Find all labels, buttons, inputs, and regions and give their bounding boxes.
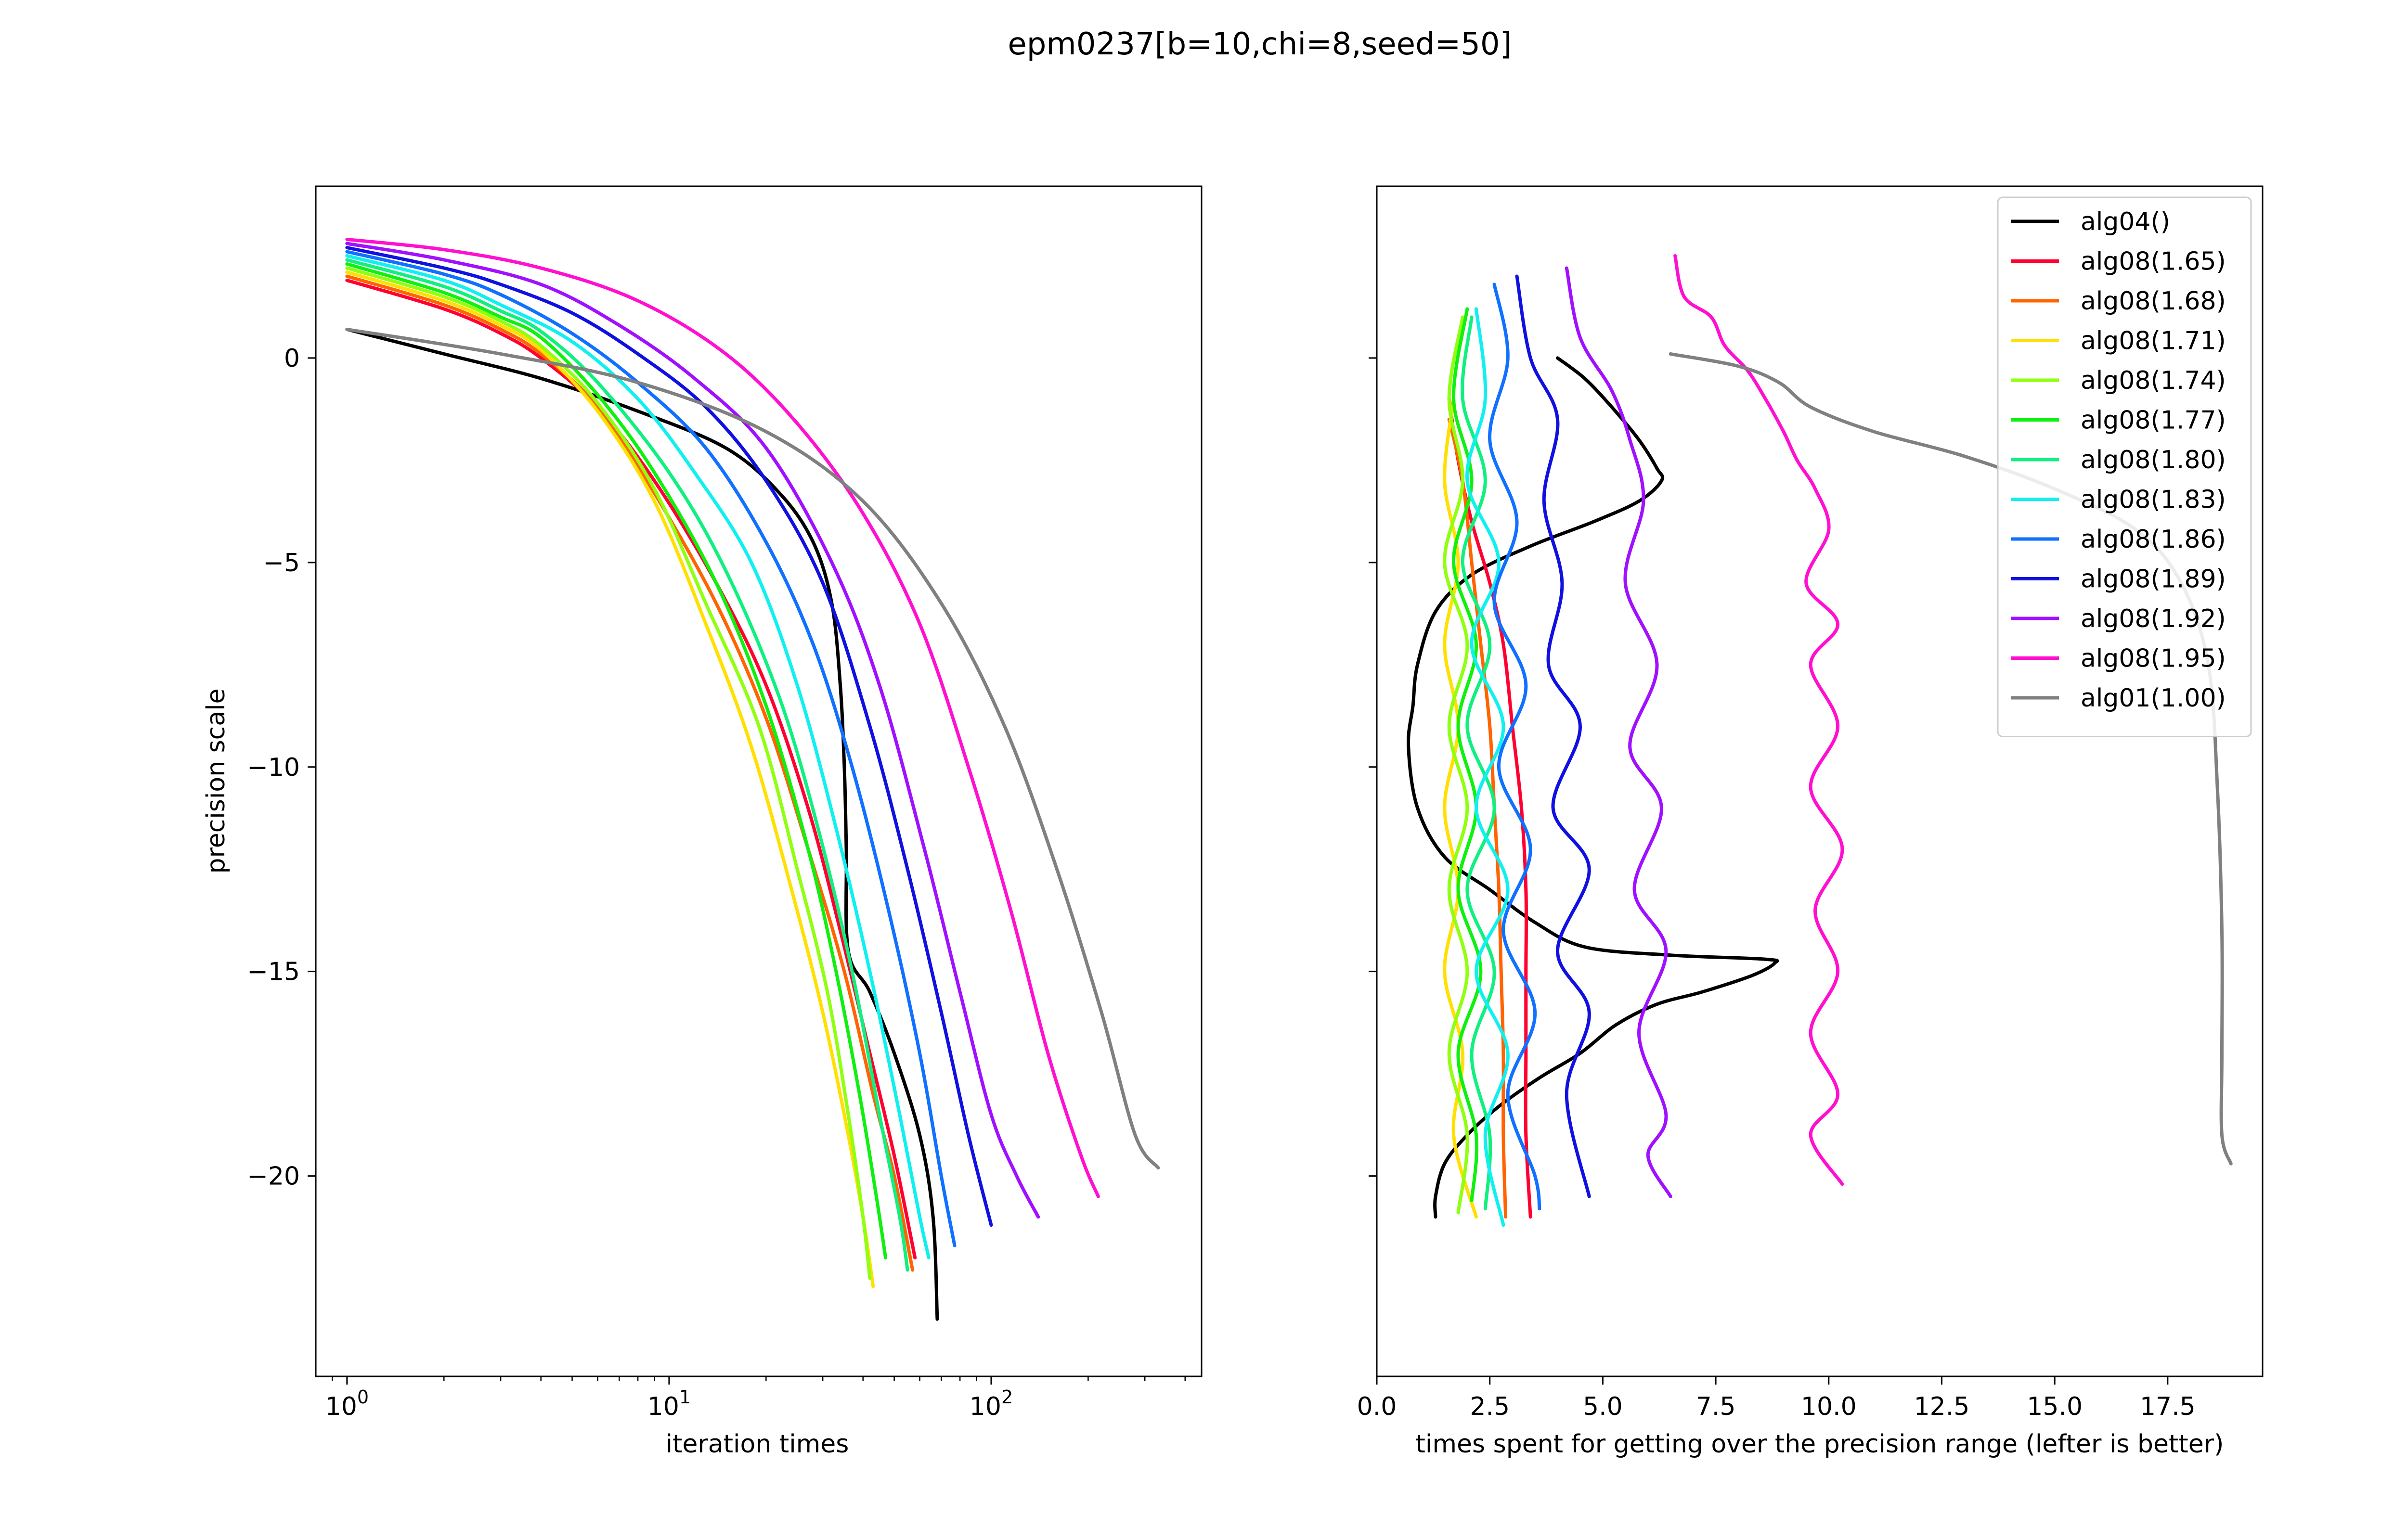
right-series-alg08-1-89 xyxy=(1515,274,1591,1198)
left-x-tick-label: 102 xyxy=(970,1386,1013,1421)
left-x-axis-label: iteration times xyxy=(666,1430,849,1459)
legend-label-alg08-1-86: alg08(1.86) xyxy=(2081,525,2226,554)
left-plot: 0 −5 −10 −15 −20 100 101 102 iteration times p… xyxy=(202,185,1203,1459)
right-y-ticks xyxy=(1369,357,1377,1177)
left-y-tick-label: −15 xyxy=(247,958,300,987)
left-series-alg01-1-00 xyxy=(345,327,1160,1170)
left-axes-frame xyxy=(315,185,1203,1377)
left-x-ticks: 100 101 102 xyxy=(325,1376,1186,1421)
legend-label-alg08-1-80: alg08(1.80) xyxy=(2081,446,2226,475)
left-series-group xyxy=(345,238,1160,1321)
right-x-tick-label: 12.5 xyxy=(1914,1392,1970,1421)
right-x-tick-label: 7.5 xyxy=(1696,1392,1736,1421)
legend-label-alg08-1-83: alg08(1.83) xyxy=(2081,486,2226,514)
legend: alg04() alg08(1.65) alg08(1.68) alg08(1.71)… xyxy=(1997,196,2252,737)
left-series-alg08-1-77 xyxy=(345,262,888,1259)
right-series-alg08-1-77 xyxy=(1452,307,1483,1203)
right-series-alg08-1-92 xyxy=(1565,266,1672,1198)
legend-label-alg08-1-92: alg08(1.92) xyxy=(2081,604,2226,633)
left-series-alg08-1-83 xyxy=(345,254,931,1259)
right-series-group xyxy=(1406,254,2233,1227)
right-axes-frame xyxy=(1376,185,2264,1377)
left-y-tick-label: −5 xyxy=(263,549,300,578)
left-y-tick-label: 0 xyxy=(284,344,300,373)
left-y-axis-label: precision scale xyxy=(202,688,231,873)
left-y-tick-label: −20 xyxy=(247,1162,300,1191)
legend-box xyxy=(1997,196,2252,737)
left-y-tick-label: −10 xyxy=(247,753,300,782)
left-x-tick-label: 101 xyxy=(647,1386,691,1421)
left-series-alg08-1-92 xyxy=(345,242,1040,1219)
figure-title: epm0237[b=10,chi=8,seed=50] xyxy=(1008,26,1512,62)
legend-label-alg08-1-65: alg08(1.65) xyxy=(2081,247,2226,276)
right-x-tick-label: 17.5 xyxy=(2140,1392,2196,1421)
left-series-alg08-1-74 xyxy=(345,266,872,1280)
right-series-alg08-1-83 xyxy=(1465,307,1510,1227)
right-x-tick-label: 5.0 xyxy=(1583,1392,1623,1421)
right-series-alg08-1-74 xyxy=(1443,315,1469,1215)
left-series-alg08-1-95 xyxy=(345,238,1100,1198)
legend-label-alg08-1-95: alg08(1.95) xyxy=(2081,644,2226,673)
legend-label-alg08-1-74: alg08(1.74) xyxy=(2081,366,2226,395)
right-plot: 0.0 2.5 5.0 7.5 10.0 12.5 15.0 17.5 times spent… xyxy=(1357,185,2264,1459)
right-x-tick-label: 0.0 xyxy=(1357,1392,1397,1421)
legend-label-alg08-1-77: alg08(1.77) xyxy=(2081,406,2226,435)
right-series-alg08-1-65 xyxy=(1447,397,1532,1219)
right-x-tick-label: 15.0 xyxy=(2027,1392,2083,1421)
legend-label-alg01-1-00: alg01(1.00) xyxy=(2081,684,2226,713)
left-series-alg08-1-89 xyxy=(345,246,993,1227)
left-series-alg08-1-65 xyxy=(345,279,917,1259)
right-series-alg04 xyxy=(1406,356,1779,1219)
right-x-tick-label: 10.0 xyxy=(1801,1392,1857,1421)
legend-label-alg08-1-68: alg08(1.68) xyxy=(2081,287,2226,316)
left-series-alg08-1-68 xyxy=(345,274,915,1272)
left-y-ticks: 0 −5 −10 −15 −20 xyxy=(247,344,316,1191)
right-x-ticks: 0.0 2.5 5.0 7.5 10.0 12.5 15.0 17.5 xyxy=(1357,1376,2196,1421)
right-series-alg08-1-86 xyxy=(1488,282,1541,1211)
right-x-axis-label: times spent for getting over the precisi… xyxy=(1416,1430,2224,1459)
right-x-tick-label: 2.5 xyxy=(1470,1392,1510,1421)
right-series-alg08-1-80 xyxy=(1461,315,1496,1211)
left-series-alg08-1-71 xyxy=(345,270,875,1288)
legend-label-alg08-1-89: alg08(1.89) xyxy=(2081,565,2226,594)
legend-label-alg04: alg04() xyxy=(2081,207,2170,236)
left-series-alg08-1-80 xyxy=(345,258,909,1272)
left-series-alg08-1-86 xyxy=(345,250,957,1247)
legend-label-alg08-1-71: alg08(1.71) xyxy=(2081,327,2226,356)
left-x-tick-label: 100 xyxy=(325,1386,369,1421)
